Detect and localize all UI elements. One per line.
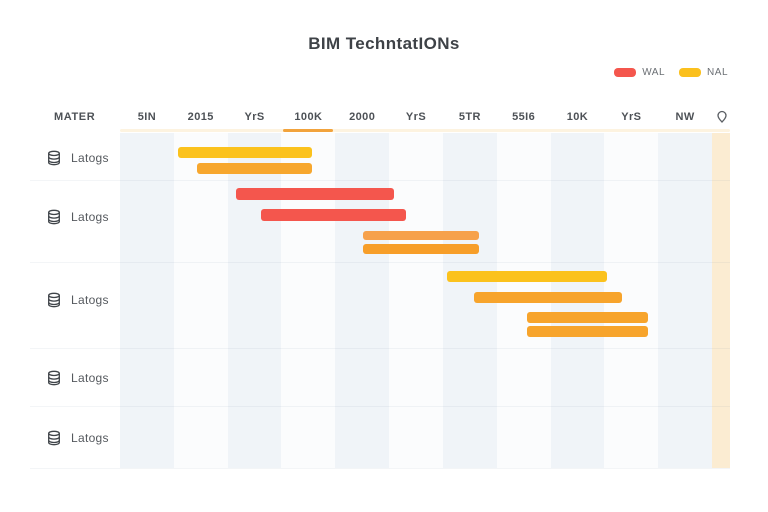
page-title: BIM TechntatIONs	[308, 34, 460, 53]
gantt-bar[interactable]	[197, 163, 312, 174]
row-item[interactable]: Latogs	[46, 148, 109, 168]
column-header: YrS	[621, 111, 642, 123]
location-pin-icon[interactable]	[714, 109, 730, 127]
column-header: YrS	[405, 111, 427, 123]
legend: WAL NAL	[614, 67, 728, 78]
column-stripe	[335, 133, 390, 468]
column-header: 5IN	[137, 111, 157, 123]
row-item-label: Latogs	[71, 210, 109, 224]
database-icon	[48, 150, 60, 166]
legend-item-nal[interactable]: NAL	[679, 67, 728, 78]
column-stripe	[227, 133, 282, 468]
row-item-label: Latogs	[71, 293, 109, 307]
row-item-label: Latogs	[71, 371, 109, 385]
row-separator	[30, 262, 730, 263]
database-icon	[48, 430, 60, 446]
legend-swatch-yellow	[679, 68, 702, 77]
column-stripe	[120, 133, 174, 468]
header-underline-accent	[283, 129, 333, 132]
column-header: NW	[675, 111, 695, 123]
column-header: 55I6	[512, 111, 536, 123]
database-icon	[48, 370, 60, 386]
column-header: 2015	[187, 111, 214, 123]
gantt-bar[interactable]	[236, 188, 394, 200]
gantt-bar[interactable]	[474, 292, 622, 303]
header-underline	[120, 129, 730, 132]
row-separator	[30, 468, 730, 469]
row-item[interactable]: Latogs	[46, 368, 109, 388]
row-separator	[30, 406, 730, 407]
gantt-bar[interactable]	[363, 244, 479, 254]
column-stripe	[281, 133, 336, 468]
row-item[interactable]: Latogs	[46, 290, 109, 310]
column-header-mater: MATER	[54, 111, 96, 123]
legend-label: NAL	[707, 67, 728, 78]
row-item[interactable]: Latogs	[46, 207, 109, 227]
column-header: YrS	[244, 111, 265, 123]
column-header: 5TR	[458, 111, 481, 123]
legend-swatch-red	[614, 68, 637, 77]
gantt-bar[interactable]	[363, 231, 479, 240]
legend-item-wal[interactable]: WAL	[614, 67, 665, 78]
gantt-bar[interactable]	[447, 271, 607, 282]
database-icon	[48, 292, 60, 308]
gantt-bar[interactable]	[527, 326, 648, 337]
legend-label: WAL	[642, 67, 666, 78]
database-icon	[48, 209, 60, 225]
column-stripe	[173, 133, 228, 468]
column-stripe	[658, 133, 712, 468]
column-header: 100K	[294, 111, 323, 123]
row-item-label: Latogs	[71, 431, 109, 445]
row-separator	[30, 180, 730, 181]
row-item[interactable]: Latogs	[46, 428, 109, 448]
column-stripe	[389, 133, 443, 468]
gantt-bar[interactable]	[178, 147, 312, 158]
right-highlight-band	[712, 133, 730, 468]
gantt-bar[interactable]	[261, 209, 406, 221]
column-header: 2000	[349, 111, 376, 123]
row-item-label: Latogs	[71, 151, 109, 165]
gantt-bar[interactable]	[527, 312, 648, 323]
column-header: 10K	[566, 111, 589, 123]
row-separator	[30, 348, 730, 349]
